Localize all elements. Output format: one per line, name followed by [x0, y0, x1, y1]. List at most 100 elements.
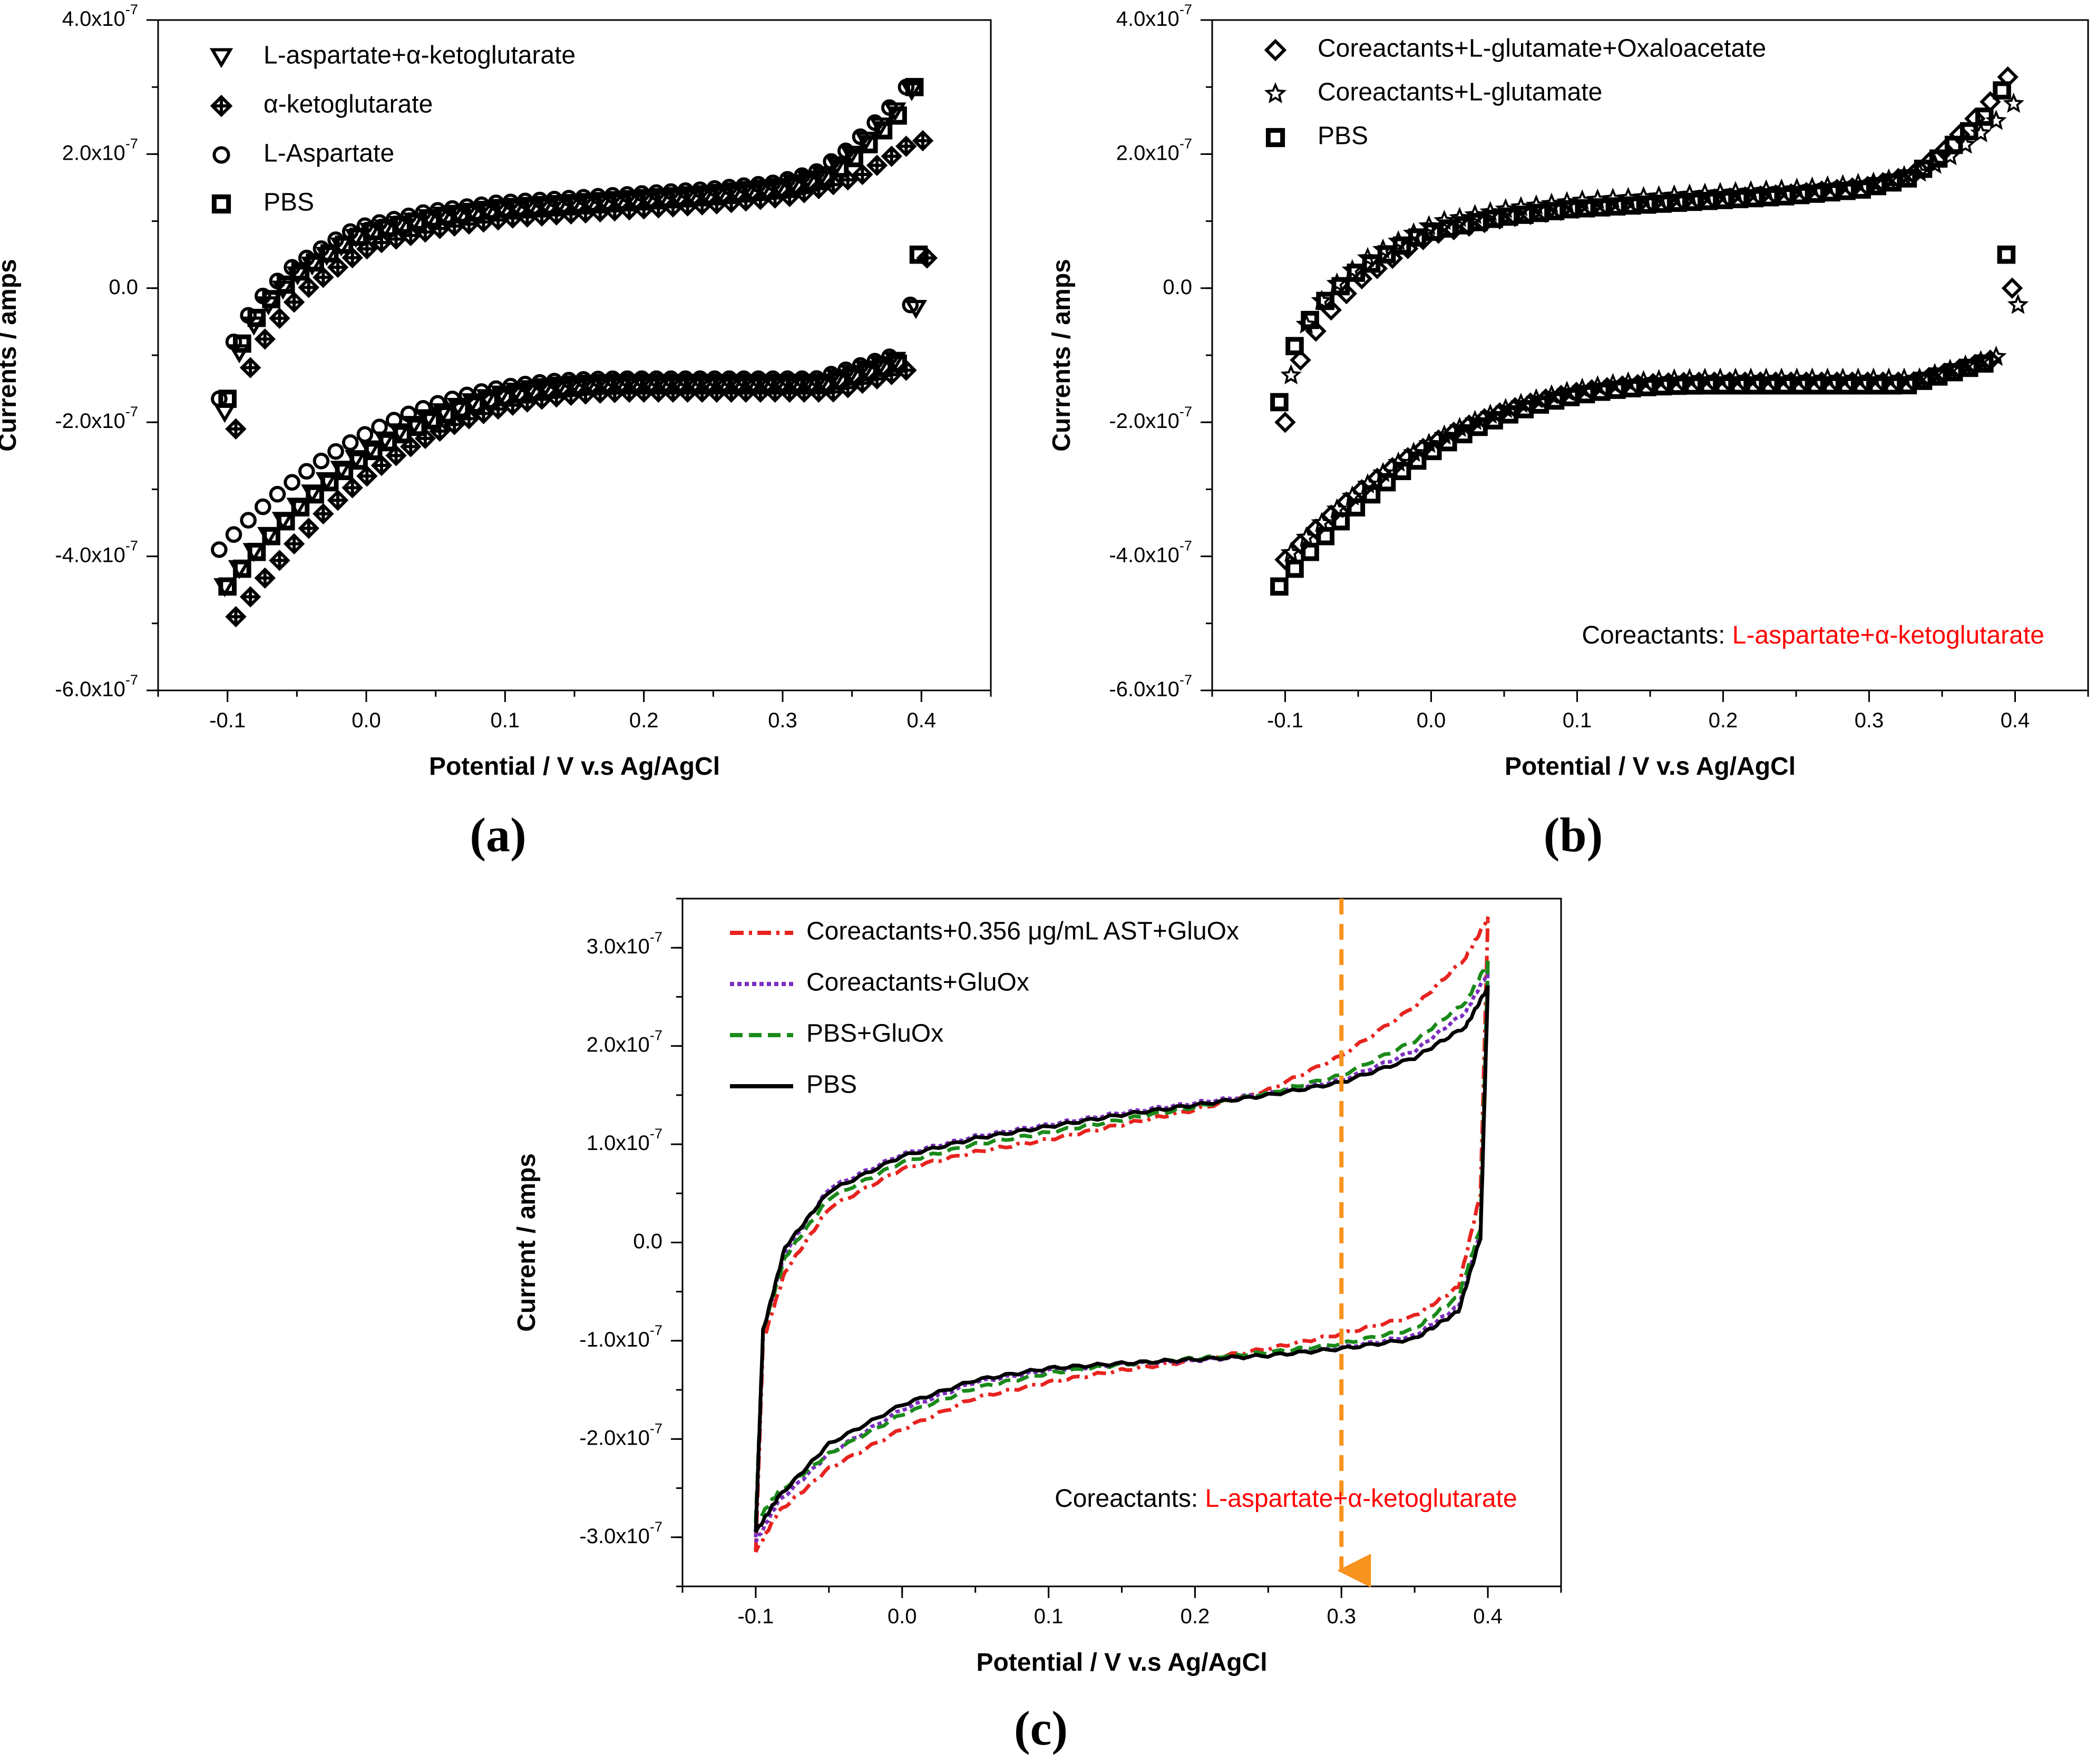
x-tick-label: 0.2: [1709, 709, 1738, 732]
annotation: Coreactants: L-aspartate+α-ketoglutarate: [1582, 621, 2044, 649]
series-line: [754, 960, 1490, 1524]
data-point: [254, 567, 276, 589]
data-point: [255, 498, 271, 515]
x-tick-label: 0.4: [907, 709, 937, 732]
x-tick-label: 0.3: [1855, 709, 1884, 732]
data-point: [262, 527, 280, 545]
legend-marker: [1264, 82, 1287, 104]
data-point: [1679, 183, 1700, 204]
y-tick-label: 1.0x10-7: [587, 1125, 662, 1154]
data-point: [1285, 337, 1304, 355]
data-point: [313, 267, 334, 288]
data-point: [2007, 294, 2029, 314]
data-point: [1285, 559, 1304, 578]
data-point: [1377, 473, 1396, 492]
data-point: [1633, 186, 1654, 207]
x-tick-label: 0.0: [888, 1605, 917, 1628]
data-point: [225, 418, 247, 440]
legend-label: Coreactants+GluOx: [806, 969, 1029, 997]
data-point: [1290, 349, 1311, 371]
data-point: [1362, 485, 1381, 504]
y-tick-label: 0.0: [633, 1230, 662, 1253]
series-diamond: [1274, 66, 2023, 571]
data-point: [269, 307, 290, 329]
data-point: [254, 328, 276, 350]
series-line: [754, 916, 1490, 1553]
data-point: [349, 227, 368, 246]
y-tick-label: -4.0x10-7: [1109, 538, 1192, 567]
data-point: [889, 106, 907, 125]
data-point: [1418, 432, 1440, 453]
panel-c: -0.1 0.0 0.1 0.2 0.3 0.4 3.0x10-7 2.0x10-7 1.0x1…: [513, 898, 1562, 1677]
data-point: [356, 465, 378, 487]
data-point: [233, 559, 251, 578]
x-tick-label: 0.3: [1327, 1605, 1356, 1628]
x-axis-label: Potential / V v.s Ag/AgCl: [429, 753, 720, 781]
data-point: [247, 542, 266, 561]
data-point: [283, 291, 305, 313]
data-point: [1617, 187, 1639, 207]
data-point: [1898, 169, 1917, 188]
x-axis-label: Potential / V v.s Ag/AgCl: [976, 1649, 1267, 1677]
x-tick-label: 0.3: [768, 709, 797, 732]
data-point: [306, 485, 324, 504]
legend-label: Coreactants+L-glutamate+Oxaloacetate: [1318, 35, 1766, 63]
data-point: [1311, 512, 1332, 532]
y-tick-label: -1.0x10-7: [579, 1322, 662, 1351]
data-point: [218, 389, 237, 408]
data-point: [1347, 264, 1366, 282]
x-tick-label: -0.1: [209, 709, 246, 732]
y-tick-label: -6.0x10-7: [55, 671, 138, 700]
data-point: [1270, 393, 1289, 412]
data-point: [298, 277, 319, 298]
data-point: [1331, 277, 1350, 296]
y-axis-label: Currents / amps: [1048, 259, 1076, 451]
x-tick-label: 0.2: [1181, 1605, 1210, 1628]
data-point: [1724, 181, 1747, 201]
y-tick-label: -6.0x10-7: [1109, 671, 1192, 700]
data-point: [269, 550, 290, 571]
data-point: [284, 474, 300, 491]
data-point: [269, 485, 286, 503]
data-point: [1975, 108, 1994, 126]
data-point: [233, 334, 251, 353]
data-point: [1602, 187, 1624, 208]
data-point: [830, 159, 849, 178]
data-point: [342, 434, 359, 451]
y-tick-label: 0.0: [1163, 275, 1192, 298]
data-point: [1311, 289, 1332, 310]
legend-label: α-ketoglutarate: [264, 91, 433, 119]
y-axis-label: Currents / amps: [0, 259, 22, 451]
series-square: [1270, 81, 2016, 596]
data-point: [320, 473, 339, 492]
data-point: [866, 154, 888, 177]
data-point: [905, 77, 924, 96]
data-point: [1434, 424, 1455, 445]
data-point: [1740, 180, 1762, 201]
data-point: [1648, 185, 1670, 206]
data-point: [1270, 577, 1289, 596]
legend-marker: [1265, 128, 1285, 148]
data-point: [845, 149, 863, 168]
data-point: [1929, 149, 1948, 168]
data-point: [327, 489, 349, 511]
legend-label: PBS: [1318, 122, 1368, 150]
y-tick-label: -2.0x10-7: [1109, 403, 1192, 432]
legend-marker: [209, 48, 233, 69]
data-point: [1316, 527, 1334, 545]
data-point: [1694, 182, 1716, 203]
data-point: [902, 296, 919, 314]
data-point: [1403, 442, 1425, 462]
series-line: [754, 985, 1490, 1534]
data-point: [1347, 498, 1366, 516]
x-tick-label: 0.0: [1417, 709, 1446, 732]
y-tick-label: -2.0x10-7: [579, 1420, 662, 1449]
data-point: [1944, 135, 1963, 154]
data-point: [1434, 210, 1455, 230]
panel-label-a: (a): [470, 808, 526, 862]
data-point: [1771, 178, 1792, 199]
data-point: [1756, 179, 1777, 200]
x-tick-label: -0.1: [1267, 709, 1303, 732]
x-tick-label: 0.1: [491, 709, 520, 732]
data-point: [881, 145, 902, 167]
